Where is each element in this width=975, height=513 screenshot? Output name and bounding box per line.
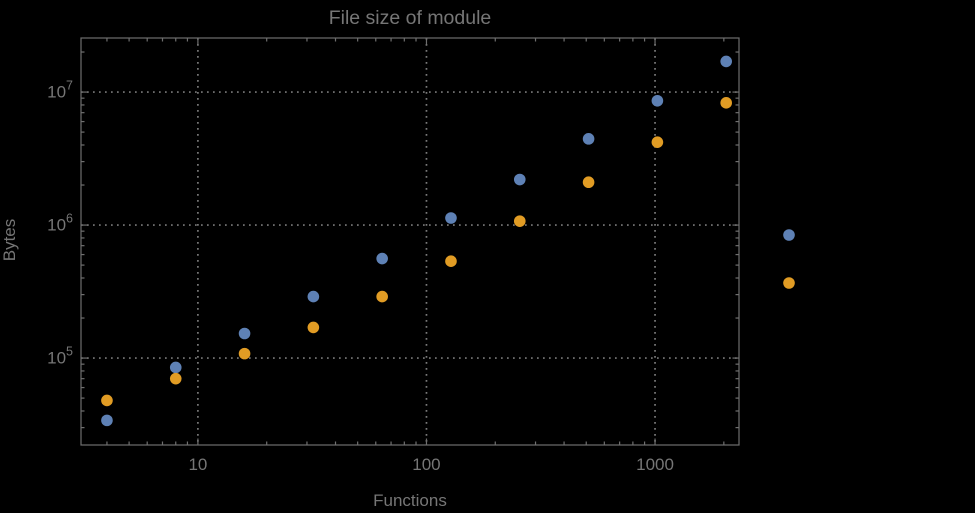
data-point-series-1-blue-x1024 <box>651 94 664 107</box>
y-axis-label: Bytes <box>0 219 19 262</box>
legend-marker-series-2-marker <box>783 277 795 289</box>
y-tick-label-10^5: 105 <box>47 345 73 368</box>
data-point-series-1-blue-x256 <box>513 173 526 186</box>
data-point-series-1-blue-x16 <box>238 327 251 340</box>
x-axis-label: Functions <box>373 491 447 510</box>
data-point-series-2-orange-x2048 <box>720 97 732 109</box>
data-point-series-1-blue-x32 <box>307 290 320 303</box>
data-point-series-2-orange-x128 <box>445 255 457 267</box>
data-point-series-2-orange-x256 <box>513 215 526 227</box>
data-point-series-2-orange-x8 <box>169 372 182 385</box>
plot-generated: 10 100 1000 105 106 107 <box>47 37 795 474</box>
data-point-series-1-blue-x4 <box>101 414 113 427</box>
data-point-series-1-blue-x128 <box>445 212 457 224</box>
data-point-series-2-orange-x4 <box>101 394 113 407</box>
x-tick-label-10: 10 <box>188 455 207 474</box>
y-tick-label-10^6: 106 <box>47 212 73 235</box>
data-point-series-1-blue-x8 <box>169 361 182 374</box>
data-point-series-1-blue-x512 <box>582 133 595 145</box>
plot-frame <box>80 37 740 446</box>
y-tick-label-10^7: 107 <box>47 79 73 102</box>
x-tick-label-1000: 1000 <box>636 455 674 474</box>
data-point-series-1-blue-x2048 <box>720 55 732 68</box>
data-point-series-2-orange-x512 <box>582 176 595 189</box>
x-tick-label-100: 100 <box>412 455 440 474</box>
data-point-series-2-orange-x16 <box>238 347 251 360</box>
data-point-series-1-blue-x64 <box>376 252 388 265</box>
data-point-series-2-orange-x1024 <box>651 136 664 148</box>
data-point-series-2-orange-x32 <box>307 321 320 334</box>
data-point-series-2-orange-x64 <box>376 290 388 303</box>
legend-marker-series-1-marker <box>783 229 795 241</box>
chart-title: File size of module <box>329 7 492 29</box>
